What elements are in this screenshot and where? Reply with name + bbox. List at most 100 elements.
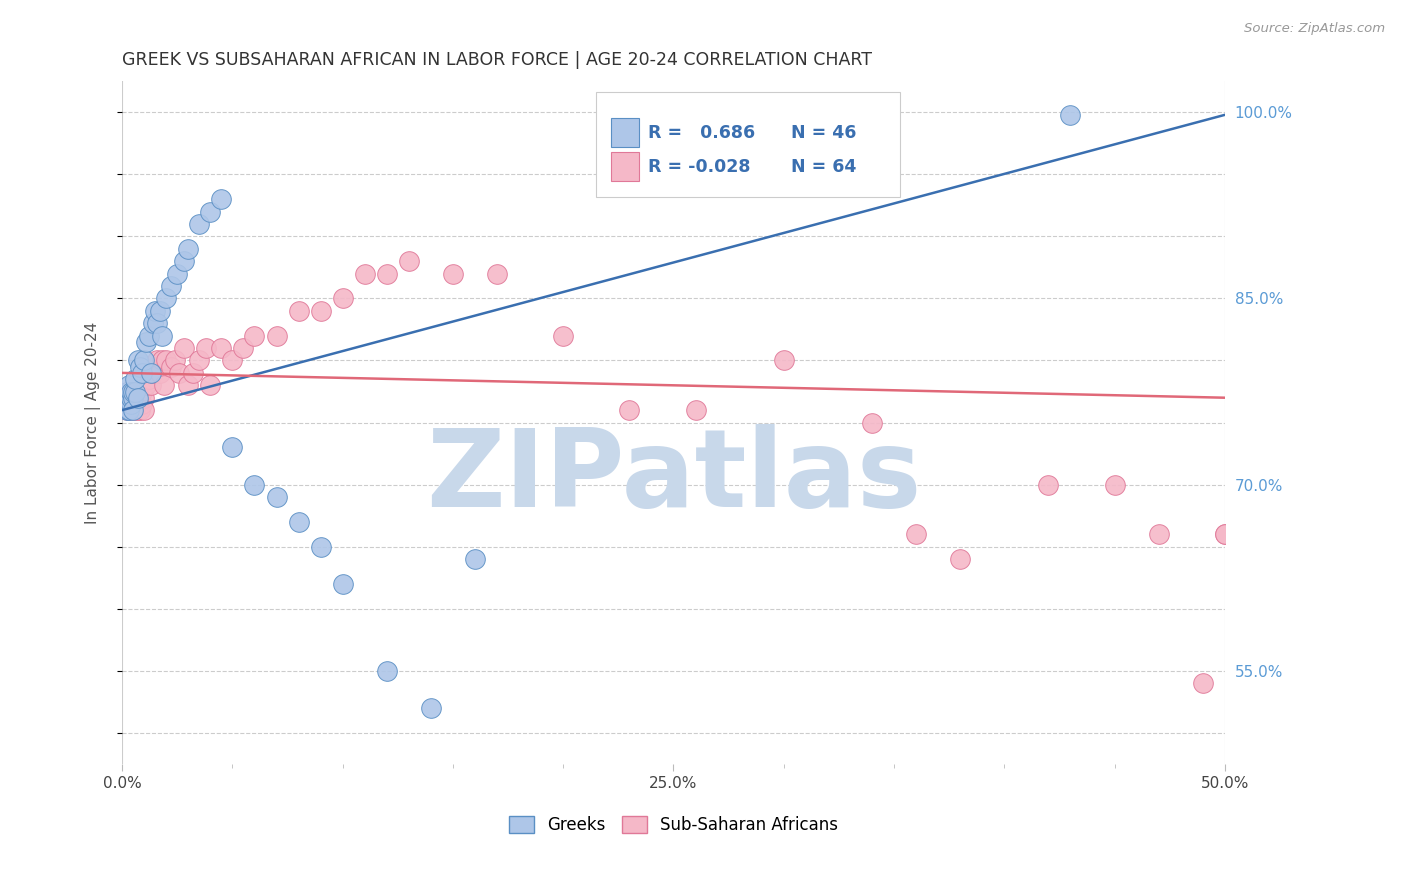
Point bbox=[115, 403, 138, 417]
Point bbox=[150, 353, 173, 368]
Point bbox=[142, 316, 165, 330]
Point bbox=[441, 267, 464, 281]
Text: Source: ZipAtlas.com: Source: ZipAtlas.com bbox=[1244, 22, 1385, 36]
Point bbox=[353, 267, 375, 281]
Text: ZIPatlas: ZIPatlas bbox=[426, 424, 921, 530]
Point bbox=[155, 353, 177, 368]
Point bbox=[112, 391, 135, 405]
Point bbox=[142, 366, 165, 380]
Y-axis label: In Labor Force | Age 20-24: In Labor Force | Age 20-24 bbox=[86, 321, 101, 524]
Point bbox=[122, 403, 145, 417]
Point bbox=[143, 359, 166, 374]
Point bbox=[139, 378, 162, 392]
Point bbox=[194, 341, 217, 355]
Point bbox=[124, 403, 146, 417]
Point bbox=[332, 577, 354, 591]
Point bbox=[118, 403, 141, 417]
Point bbox=[221, 353, 243, 368]
Point bbox=[181, 366, 204, 380]
Point bbox=[1147, 527, 1170, 541]
Point bbox=[309, 540, 332, 554]
Point bbox=[159, 359, 181, 374]
Point bbox=[127, 403, 149, 417]
Point bbox=[138, 372, 160, 386]
Point bbox=[131, 384, 153, 399]
Point bbox=[118, 391, 141, 405]
Point bbox=[146, 316, 169, 330]
Point bbox=[124, 384, 146, 399]
Point bbox=[287, 515, 309, 529]
Point bbox=[112, 391, 135, 405]
Point bbox=[115, 384, 138, 399]
Point bbox=[772, 353, 794, 368]
Point bbox=[135, 334, 157, 349]
Point bbox=[127, 353, 149, 368]
Point bbox=[177, 242, 200, 256]
Point bbox=[118, 403, 141, 417]
Point bbox=[332, 292, 354, 306]
Point bbox=[173, 254, 195, 268]
Point bbox=[134, 391, 156, 405]
Point bbox=[131, 366, 153, 380]
Point bbox=[122, 403, 145, 417]
Point bbox=[124, 372, 146, 386]
Point bbox=[209, 192, 232, 206]
FancyBboxPatch shape bbox=[610, 119, 640, 147]
Point bbox=[266, 490, 288, 504]
Point bbox=[221, 441, 243, 455]
Point bbox=[949, 552, 972, 566]
Point bbox=[118, 391, 141, 405]
Point bbox=[128, 403, 150, 417]
Text: N = 64: N = 64 bbox=[792, 158, 856, 176]
Text: R =   0.686: R = 0.686 bbox=[648, 123, 755, 142]
Point bbox=[122, 391, 145, 405]
Point bbox=[232, 341, 254, 355]
Point bbox=[166, 267, 188, 281]
Point bbox=[120, 384, 142, 399]
Point bbox=[375, 267, 398, 281]
Point bbox=[120, 384, 142, 399]
Point bbox=[127, 384, 149, 399]
Legend: Greeks, Sub-Saharan Africans: Greeks, Sub-Saharan Africans bbox=[502, 810, 845, 841]
Point bbox=[128, 391, 150, 405]
Point bbox=[685, 403, 707, 417]
Point bbox=[122, 384, 145, 399]
Point bbox=[177, 378, 200, 392]
Text: R = -0.028: R = -0.028 bbox=[648, 158, 751, 176]
Point bbox=[128, 359, 150, 374]
Point bbox=[120, 397, 142, 411]
Point bbox=[375, 664, 398, 678]
Point bbox=[209, 341, 232, 355]
FancyBboxPatch shape bbox=[610, 153, 640, 181]
Point bbox=[146, 353, 169, 368]
Point bbox=[169, 366, 191, 380]
Point bbox=[120, 391, 142, 405]
Point bbox=[135, 378, 157, 392]
Point bbox=[243, 328, 266, 343]
Point bbox=[860, 416, 883, 430]
Point bbox=[134, 403, 156, 417]
Point bbox=[243, 477, 266, 491]
Point bbox=[398, 254, 420, 268]
Point bbox=[1213, 527, 1236, 541]
Point bbox=[131, 397, 153, 411]
Point bbox=[188, 353, 211, 368]
Point bbox=[309, 304, 332, 318]
Point bbox=[165, 353, 187, 368]
Point bbox=[905, 527, 928, 541]
Point bbox=[118, 378, 141, 392]
Point bbox=[149, 304, 172, 318]
Point bbox=[1059, 108, 1081, 122]
Point bbox=[120, 397, 142, 411]
Point bbox=[139, 366, 162, 380]
Point bbox=[153, 378, 176, 392]
Point bbox=[464, 552, 486, 566]
Point bbox=[134, 353, 156, 368]
Point bbox=[188, 217, 211, 231]
Point bbox=[149, 366, 172, 380]
Point bbox=[155, 292, 177, 306]
Point bbox=[124, 384, 146, 399]
Point bbox=[159, 279, 181, 293]
Point bbox=[1191, 676, 1213, 690]
Point bbox=[266, 328, 288, 343]
